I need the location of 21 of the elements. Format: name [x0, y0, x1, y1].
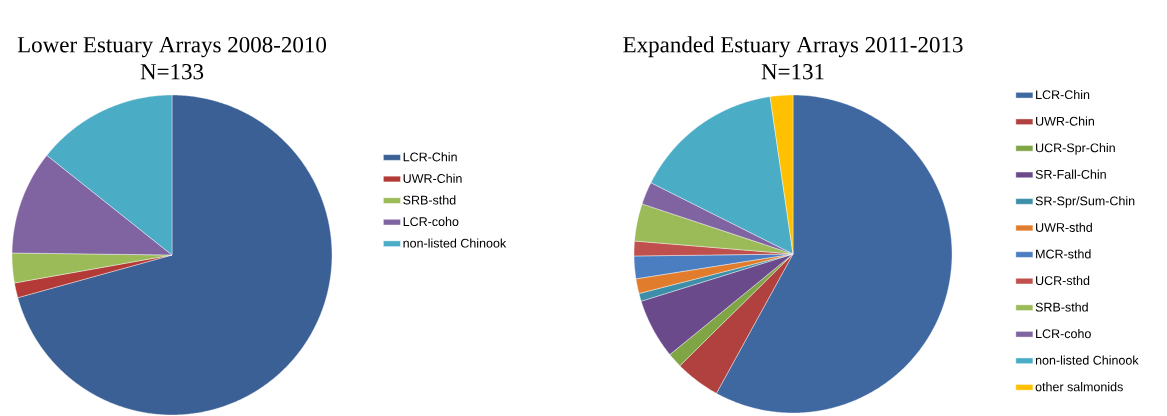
legend-label: SRB-sthd: [403, 195, 456, 205]
legend-label: non-listed Chinook: [1035, 355, 1139, 365]
chart-subtitle: N=133: [140, 64, 204, 80]
legend-label: UWR-Chin: [403, 173, 462, 183]
legend-label: UCR-Spr-Chin: [1036, 143, 1115, 155]
legend-label: LCR-coho: [1036, 328, 1091, 339]
chart-title: Lower Estuary Arrays 2008-2010: [17, 36, 327, 58]
chart-subtitle: N=131: [761, 64, 824, 80]
legend-label: MCR-sthd: [1036, 249, 1091, 259]
legend-label: LCR-coho: [403, 216, 459, 227]
legend-label: SR-Spr/Sum-Chin: [1035, 196, 1135, 208]
legend-label: UWR-Chin: [1036, 116, 1094, 126]
legend-label: UCR-sthd: [1036, 275, 1090, 286]
legend-label: other salmonids: [1035, 382, 1123, 392]
legend-label: SR-Fall-Chin: [1035, 169, 1106, 179]
legend-label: LCR-Chin: [1036, 89, 1090, 100]
legend-label: UWR-sthd: [1036, 222, 1092, 232]
legend-label: LCR-Chin: [403, 152, 457, 162]
legend-label: SRB-sthd: [1035, 302, 1088, 312]
legend-label: non-listed Chinook: [403, 238, 507, 248]
chart-title: Expanded Estuary Arrays 2011-2013: [623, 36, 963, 58]
